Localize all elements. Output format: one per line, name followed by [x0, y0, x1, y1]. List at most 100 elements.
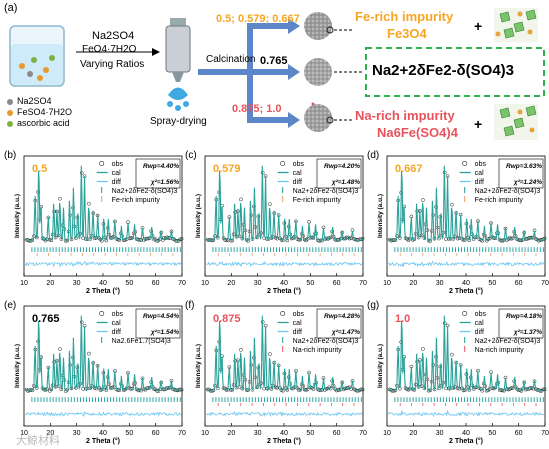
- ratio-label: 0.765: [32, 313, 60, 325]
- legend-entry: cal: [293, 170, 302, 177]
- beaker-icon: [9, 25, 65, 87]
- x-tick-label: 70: [359, 430, 367, 437]
- y-axis-label: Intensity (a.u.): [14, 344, 21, 388]
- obs-point: [450, 352, 454, 357]
- obs-point: [480, 238, 485, 243]
- rwp-value: Rwp=3.63%: [506, 163, 542, 170]
- obs-point: [268, 352, 272, 356]
- x-axis-label: 2 Theta (°): [86, 287, 120, 295]
- diff-line: [387, 410, 545, 418]
- cal-line: [388, 315, 546, 392]
- fe-impurity-formula: Fe3O4: [387, 26, 427, 41]
- x-axis-label: 2 Theta (°): [86, 437, 120, 445]
- y-axis-label: Intensity (a.u.): [377, 194, 384, 238]
- legend-entry: obs: [475, 311, 487, 318]
- panel-letter: (f): [185, 300, 194, 311]
- legend-entry: obs: [293, 161, 305, 168]
- spray-dryer-icon: [165, 18, 191, 111]
- obs-point: [129, 386, 133, 391]
- legend-entry: diff: [475, 179, 484, 186]
- obs-point: [542, 236, 547, 241]
- legend-ascorbic-acid: ascorbic acid: [17, 118, 70, 128]
- obs-point: [421, 198, 425, 202]
- x-tick-label: 20: [227, 280, 235, 287]
- legend-obs-symbol: [99, 161, 105, 167]
- obs-point: [285, 388, 290, 392]
- ratio-na-rich: 0.875; 1.0: [232, 103, 282, 115]
- na-impurity-title: Na-rich impurity: [355, 108, 455, 123]
- diff-line: [206, 410, 363, 418]
- obs-point: [467, 388, 472, 392]
- x-tick-label: 60: [333, 430, 341, 437]
- rwp-value: Rwp=4.40%: [143, 163, 179, 170]
- plus-top: +: [474, 18, 483, 34]
- xrd-panel-1: 10 20 30 40 50 60 70 2 Theta (°) Intensity (a.u.…: [4, 150, 186, 295]
- xrd-panels: 10 20 30 40 50 60 70 2 Theta (°) Intensity (a.u.…: [4, 150, 549, 445]
- x-tick-label: 30: [436, 430, 444, 437]
- ratio-label: 0.5: [32, 163, 47, 175]
- na2so4-dot-icon: [7, 99, 13, 105]
- chi2-value: χ²=1.37%: [513, 329, 542, 336]
- rwp-value: Rwp=4.28%: [324, 313, 360, 320]
- x-tick-label: 10: [201, 430, 209, 437]
- x-axis-label: 2 Theta (°): [449, 287, 483, 295]
- panel-a-label: (a): [4, 2, 18, 14]
- obs-point: [104, 388, 109, 392]
- x-tick-label: 20: [227, 430, 235, 437]
- spray-drying-label: Spray-drying: [150, 116, 207, 127]
- ratio-label: 0.875: [213, 313, 241, 325]
- pure-phase-box: [365, 47, 545, 97]
- fit-stats-box: [498, 308, 544, 339]
- legend-entry: obs: [293, 311, 305, 318]
- obs-point: [421, 346, 425, 351]
- y-axis-label: Intensity (a.u.): [195, 194, 202, 238]
- rwp-value: Rwp=4.20%: [324, 163, 360, 170]
- calcination-label: Calcination: [206, 54, 256, 65]
- legend-entry: obs: [475, 161, 487, 168]
- obs-point: [268, 202, 272, 207]
- x-tick-label: 70: [541, 280, 549, 287]
- obs-point: [360, 236, 365, 241]
- legend-entry: Na-rich impurity: [475, 347, 525, 354]
- reagent-bottom: FeO4·7H2O: [82, 44, 137, 55]
- chi2-value: χ²=1.24%: [513, 179, 542, 186]
- varying-ratios: Varying Ratios: [80, 59, 145, 70]
- x-tick-label: 30: [436, 280, 444, 287]
- obs-point: [428, 239, 433, 243]
- obs-point: [58, 196, 62, 201]
- obs-point: [69, 386, 74, 391]
- legend-entry: Fe-rich impurity: [293, 197, 342, 204]
- particle-images: [304, 12, 334, 132]
- diff-line: [24, 261, 182, 268]
- obs-point: [130, 386, 135, 391]
- obs-point: [450, 202, 454, 207]
- ratio-label: 0.579: [213, 163, 241, 175]
- legend-entry: cal: [475, 170, 484, 177]
- cal-line: [25, 315, 183, 392]
- obs-point: [311, 387, 316, 391]
- fit-stats-box: [316, 308, 362, 339]
- x-tick-label: 50: [488, 280, 496, 287]
- x-tick-label: 10: [20, 280, 28, 287]
- x-tick-label: 50: [125, 280, 133, 287]
- obs-point: [87, 201, 91, 206]
- x-tick-label: 60: [152, 430, 160, 437]
- legend-entry: cal: [112, 320, 121, 327]
- diff-line: [25, 410, 182, 417]
- obs-point: [230, 238, 235, 243]
- x-tick-label: 60: [515, 280, 523, 287]
- obs-point: [467, 238, 472, 243]
- x-tick-label: 70: [178, 280, 186, 287]
- cal-line: [25, 165, 183, 242]
- plot-frame: [386, 305, 546, 427]
- obs-point: [117, 388, 122, 393]
- legend-feso4: FeSO4·7H2O: [17, 107, 73, 117]
- xrd-panel-5: 10 20 30 40 50 60 70 2 Theta (°) Intensity (a.u.…: [185, 300, 367, 445]
- legend-obs-symbol: [280, 161, 286, 167]
- x-tick-label: 30: [254, 430, 262, 437]
- x-tick-label: 30: [73, 430, 81, 437]
- x-tick-label: 30: [73, 280, 81, 287]
- x-tick-label: 60: [152, 280, 160, 287]
- plus-bottom: +: [474, 116, 483, 132]
- ratio-fe-rich: 0.5; 0.579; 0.667: [216, 13, 300, 25]
